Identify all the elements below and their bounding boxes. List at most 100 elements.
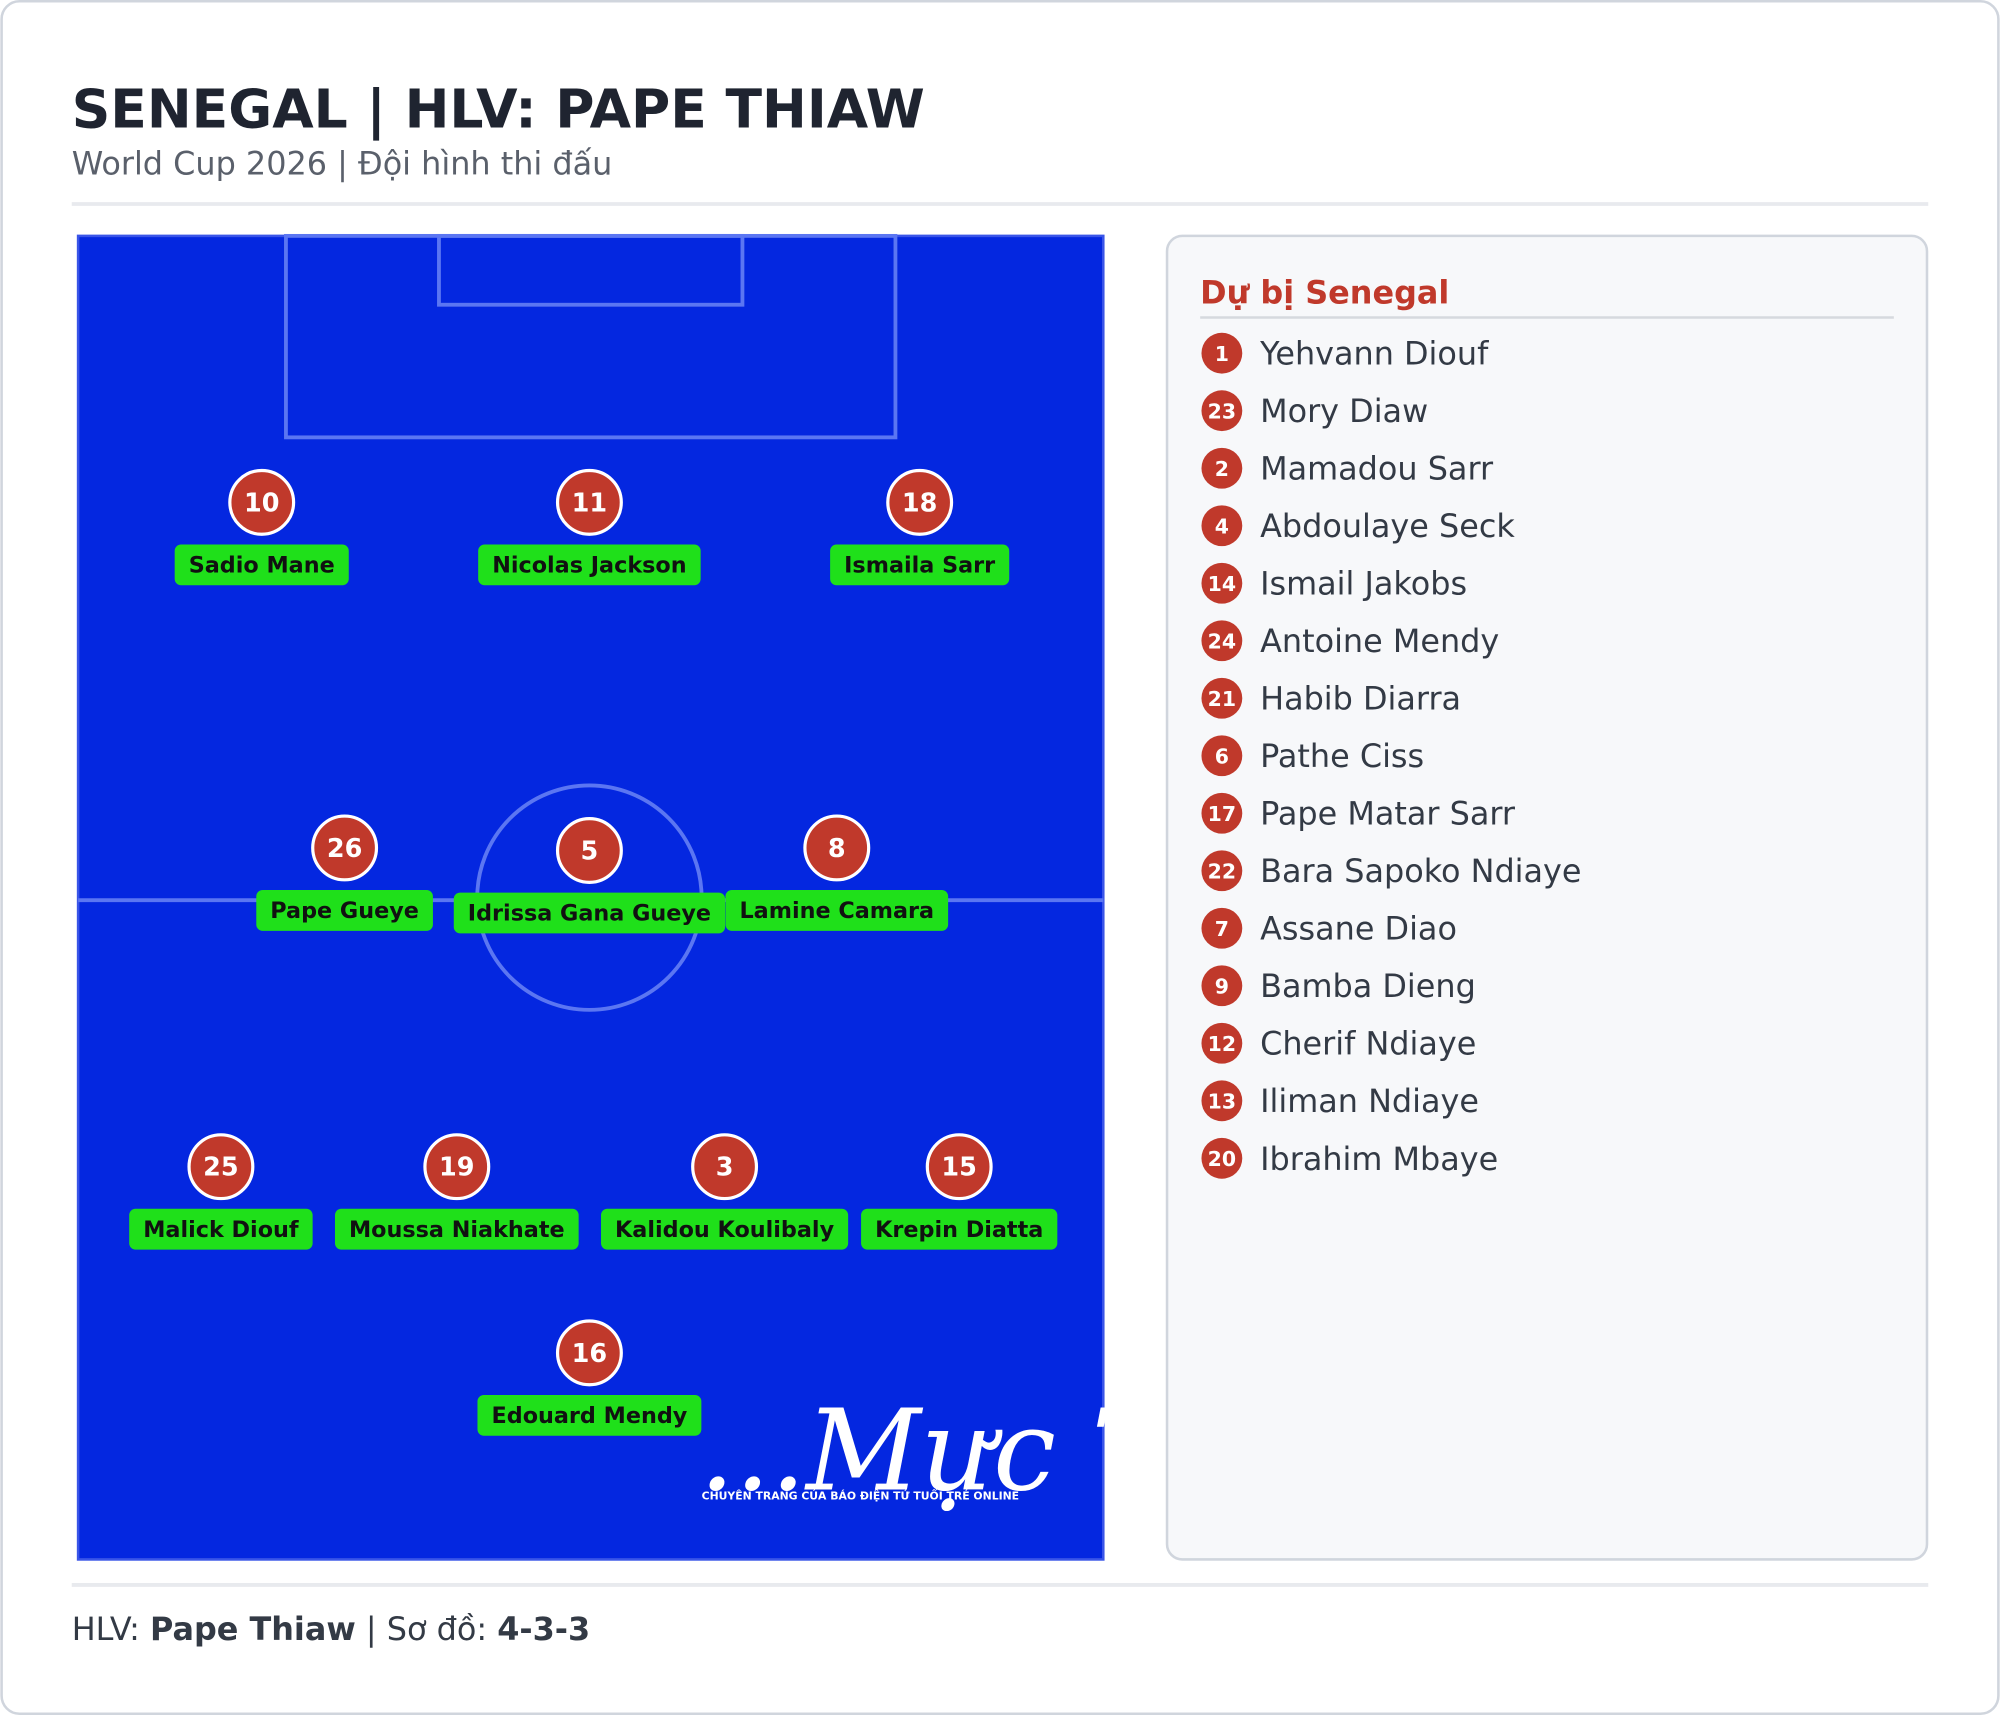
player-name: Kalidou Koulibaly xyxy=(615,1217,835,1243)
player-badge xyxy=(886,468,954,536)
bench-number: 2 xyxy=(1215,457,1229,481)
bench-badge xyxy=(1201,447,1243,489)
bench-name: Cherif Ndiaye xyxy=(1260,1025,1476,1063)
player-badge xyxy=(691,1133,759,1201)
bench-number: 22 xyxy=(1208,859,1236,883)
player-name: Krepin Diatta xyxy=(875,1217,1043,1243)
bench-number: 7 xyxy=(1215,917,1229,941)
bench-title: Dự bị Senegal xyxy=(1200,273,1449,311)
player-label-bg xyxy=(477,1394,702,1436)
bench-badge xyxy=(1201,850,1243,892)
player-label-bg xyxy=(256,890,433,931)
bench-badge xyxy=(1201,620,1243,662)
bench-list: 1 Yehvann Diouf 23 Mory Diaw 2 Mamadou Sarr 4 A… xyxy=(1201,332,1582,1179)
bench-badge xyxy=(1201,677,1243,719)
player: 16 Edouard Mendy xyxy=(477,1319,702,1436)
player-name: Moussa Niakhate xyxy=(349,1217,565,1243)
player-number: 5 xyxy=(581,836,599,866)
bench-number: 23 xyxy=(1208,399,1236,423)
player-name: Ismaila Sarr xyxy=(844,553,995,579)
player-name: Edouard Mendy xyxy=(492,1403,688,1429)
player-number: 8 xyxy=(828,834,846,864)
bench-name: Mory Diaw xyxy=(1260,392,1428,430)
bench-name: Habib Diarra xyxy=(1260,680,1461,718)
player-label-bg xyxy=(601,1208,849,1250)
bench-badge xyxy=(1201,1022,1243,1064)
player-number: 19 xyxy=(439,1153,475,1183)
player-badge xyxy=(925,1133,993,1201)
footer: HLV: Pape Thiaw | Sơ đồ: 4-3-3 xyxy=(72,1610,590,1648)
player-label-bg xyxy=(861,1208,1058,1250)
bench-name: Ismail Jakobs xyxy=(1260,565,1467,603)
player-label-bg xyxy=(453,892,726,934)
bench-panel xyxy=(1165,234,1929,1561)
player-badge xyxy=(423,1133,491,1201)
bench-badge xyxy=(1201,1137,1243,1179)
player-badge xyxy=(555,468,623,536)
player-number: 15 xyxy=(941,1153,977,1183)
player-number: 16 xyxy=(572,1339,608,1369)
bench-badge xyxy=(1201,965,1243,1007)
player-label-bg xyxy=(830,544,1010,586)
page-subtitle: World Cup 2026 | Đội hình thi đấu xyxy=(72,145,613,183)
bench-name: Iliman Ndiaye xyxy=(1260,1082,1479,1120)
player-label-bg xyxy=(478,544,701,586)
player-number: 26 xyxy=(327,834,362,864)
player-name: Malick Diouf xyxy=(143,1217,299,1243)
player: 25 Malick Diouf xyxy=(129,1133,313,1250)
player: 18 Ismaila Sarr xyxy=(830,468,1010,586)
bench-name: Mamadou Sarr xyxy=(1260,450,1494,488)
bench-number: 20 xyxy=(1208,1147,1236,1171)
player-number: 3 xyxy=(716,1153,734,1183)
bench-number: 12 xyxy=(1208,1032,1236,1056)
bench-name: Assane Diao xyxy=(1260,910,1457,948)
formation: 4-3-3 xyxy=(497,1610,590,1648)
player-name: Idrissa Gana Gueye xyxy=(468,901,711,927)
player-label-bg xyxy=(725,890,949,931)
player-number: 11 xyxy=(572,488,608,518)
page-title: SENEGAL | HLV: PAPE THIAW xyxy=(72,78,925,141)
bench-number: 17 xyxy=(1208,802,1236,826)
player-number: 25 xyxy=(203,1153,239,1183)
bench-name: Antoine Mendy xyxy=(1260,622,1499,660)
player-label-bg xyxy=(334,1208,579,1250)
player-name: Nicolas Jackson xyxy=(492,553,686,579)
bench-number: 1 xyxy=(1215,342,1229,366)
player: 5 Idrissa Gana Gueye xyxy=(453,817,726,934)
player-name: Pape Gueye xyxy=(270,898,419,924)
formation-label: | Sơ đồ: xyxy=(366,1610,487,1648)
player: 10 Sadio Mane xyxy=(174,468,349,586)
player: 19 Moussa Niakhate xyxy=(334,1133,579,1250)
player-badge xyxy=(311,814,379,882)
player: 15 Krepin Diatta xyxy=(861,1133,1058,1250)
bench-badge xyxy=(1201,562,1243,604)
watermark-tagline: CHUYÊN TRANG CỦA BÁO ĐIỆN TỬ TUỔI TRẺ ON… xyxy=(702,1488,1019,1503)
bench-badge xyxy=(1201,735,1243,777)
player-label-bg xyxy=(174,544,349,586)
player-label-bg xyxy=(129,1208,313,1250)
bench-name: Ibrahim Mbaye xyxy=(1260,1140,1498,1178)
bench-badge xyxy=(1201,792,1243,834)
player-number: 18 xyxy=(902,488,938,518)
player-number: 10 xyxy=(244,488,280,518)
goal-area xyxy=(437,233,745,307)
bench-badge xyxy=(1201,1080,1243,1122)
player-badge xyxy=(187,1133,255,1201)
bench-badge xyxy=(1201,332,1243,374)
bench-badge xyxy=(1201,907,1243,949)
player-badge xyxy=(228,468,296,536)
player: 26 Pape Gueye xyxy=(256,814,433,931)
bench-number: 21 xyxy=(1208,687,1236,711)
player-badge xyxy=(555,817,623,884)
bench-number: 6 xyxy=(1215,744,1229,768)
bench-number: 14 xyxy=(1208,572,1236,596)
bench-number: 13 xyxy=(1208,1089,1236,1113)
player: 8 Lamine Camara xyxy=(725,814,949,931)
player-name: Lamine Camara xyxy=(739,898,934,924)
bench-name: Pathe Ciss xyxy=(1260,737,1424,775)
bench-name: Bara Sapoko Ndiaye xyxy=(1260,852,1581,890)
bench-number: 9 xyxy=(1215,974,1229,998)
player: 3 Kalidou Koulibaly xyxy=(601,1133,849,1250)
